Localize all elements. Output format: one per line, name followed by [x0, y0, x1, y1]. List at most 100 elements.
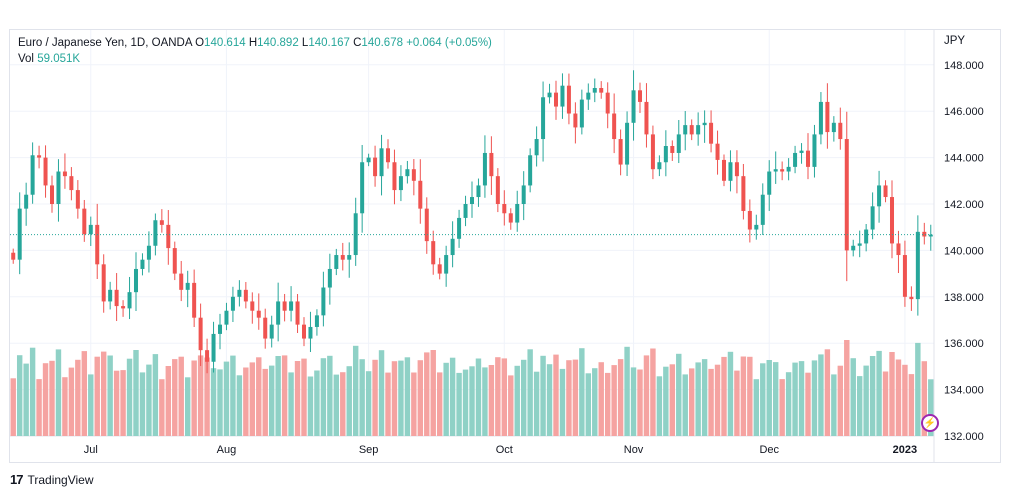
candle-body [586, 92, 591, 100]
volume-bar [346, 366, 352, 436]
volume-bar [172, 359, 178, 436]
candle-body [43, 157, 48, 186]
candle-body [314, 315, 319, 327]
candle-body [217, 324, 223, 334]
volume-bar [462, 369, 469, 436]
candle-body [418, 180, 423, 209]
tradingview-logo-icon: 17 [10, 472, 24, 487]
volume-bar [314, 370, 320, 436]
volume-bar [637, 369, 643, 436]
candle-body [909, 296, 914, 300]
y-tick-label: 140.000 [944, 245, 984, 257]
candle-body [515, 204, 520, 223]
volume-bar [688, 368, 695, 436]
volume-bar [217, 369, 223, 436]
candle-body [663, 146, 668, 163]
close-label: C [353, 37, 362, 49]
candle-body [301, 324, 307, 339]
volume-label: Vol [18, 53, 34, 65]
x-tick-label: Dec [759, 444, 779, 456]
symbol-title[interactable]: Euro / Japanese Yen, 1D, OANDA [18, 37, 192, 49]
volume-bar [55, 349, 62, 436]
volume-bar [721, 356, 727, 436]
volume-bar [921, 361, 928, 436]
volume-bar [902, 364, 908, 436]
candle-body [353, 213, 358, 256]
volume-bar [805, 372, 811, 436]
volume-bar [94, 356, 100, 436]
volume-bar [36, 379, 42, 436]
volume-bar [475, 358, 482, 436]
replay-lightning-icon[interactable]: ⚡ [921, 414, 939, 432]
volume-bar [928, 379, 934, 436]
x-tick-label: 2023 [893, 444, 917, 456]
low-label: L [301, 37, 309, 49]
volume-bar [16, 355, 23, 436]
volume-bar [197, 355, 204, 436]
candle-body [922, 231, 927, 237]
volume-bar [404, 357, 411, 436]
candle-body [88, 224, 93, 235]
volume-bar [895, 359, 902, 436]
candle-body [237, 289, 242, 297]
volume-bar [889, 352, 895, 436]
candle-body [121, 306, 126, 309]
candle-body [263, 317, 268, 339]
candle-body [650, 134, 655, 170]
candle-body [696, 125, 701, 135]
ohlc-row: Euro / Japanese Yen, 1D, OANDA O140.614 … [18, 35, 492, 51]
y-tick-label: 144.000 [944, 153, 984, 165]
close-value: 140.678 [361, 37, 403, 49]
volume-bar [876, 350, 882, 436]
candle-body [334, 255, 339, 269]
volume-bar [443, 362, 449, 436]
volume-bar [553, 354, 559, 436]
candle-body [547, 92, 552, 98]
candle-body [825, 101, 830, 133]
candle-body [670, 146, 675, 153]
volume-bar [320, 358, 327, 436]
volume-bar [682, 374, 688, 436]
volume-bar [527, 349, 533, 436]
volume-bar [352, 345, 359, 436]
candle-body [457, 217, 462, 239]
candle-body [69, 176, 74, 191]
volume-bar [398, 360, 404, 436]
volume-bar [359, 359, 365, 436]
candle-body [289, 301, 294, 311]
candle-body [95, 224, 100, 265]
candle-body [379, 148, 384, 177]
volume-bar [837, 365, 844, 436]
volume-bar [572, 359, 579, 436]
candle-body [373, 157, 378, 177]
candle-body [321, 287, 326, 316]
volume-bar [792, 362, 798, 436]
volume-bar [559, 368, 566, 436]
volume-bar [275, 356, 281, 436]
y-tick-label: 132.000 [944, 431, 984, 443]
candle-body [11, 252, 16, 260]
candle-body [812, 134, 817, 167]
candle-body [411, 169, 416, 181]
candle-body [30, 155, 35, 195]
candle-body [844, 139, 849, 251]
candle-body [450, 238, 455, 256]
y-tick-label: 142.000 [944, 199, 984, 211]
candle-body [793, 152, 798, 167]
candle-body [198, 317, 203, 351]
candle-body [877, 185, 882, 207]
volume-bar [508, 375, 514, 436]
chart-frame [9, 29, 1001, 463]
candle-body [114, 289, 119, 307]
volume-bar [126, 358, 133, 436]
tradingview-brand[interactable]: 17 TradingView [10, 472, 94, 487]
volume-bar [850, 358, 856, 436]
candle-body [541, 97, 546, 140]
candle-body [101, 264, 106, 302]
volume-bar [753, 379, 760, 436]
candle-body [146, 245, 151, 260]
candle-body [179, 273, 184, 290]
candle-body [185, 282, 190, 290]
candle-body [24, 194, 29, 209]
